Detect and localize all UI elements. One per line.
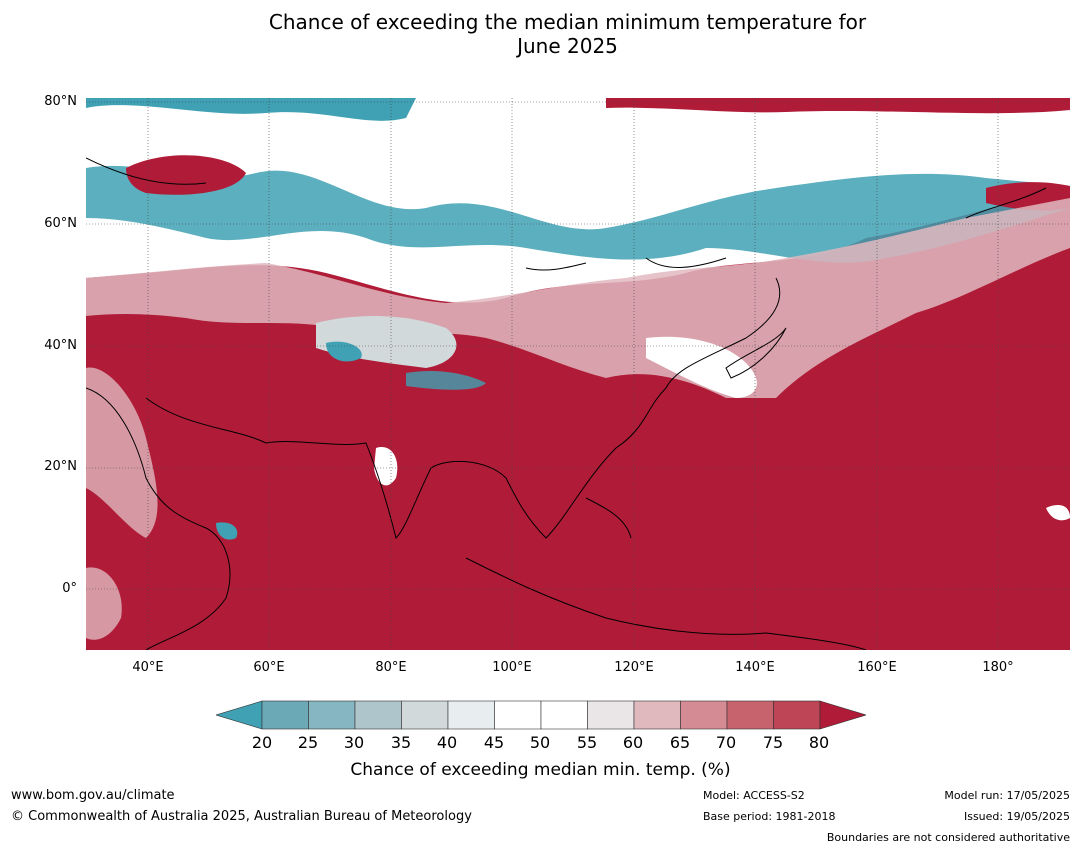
title-line-1: Chance of exceeding the median minimum t… — [268, 10, 867, 34]
east-africa-transition — [86, 567, 122, 640]
pacific-neutral-patch — [1046, 505, 1070, 521]
tibet-low — [406, 371, 486, 390]
lon-label-40e: 40°E — [132, 660, 164, 675]
colorbar-tick-20: 20 — [251, 733, 273, 752]
map-svg — [86, 98, 1070, 650]
title-line-2: June 2025 — [517, 34, 618, 58]
lat-label-60n: 60°N — [44, 216, 77, 231]
lon-label-100e: 100°E — [492, 660, 532, 675]
colorbar-bin-7 — [587, 700, 635, 730]
colorbar-tick-75: 75 — [762, 733, 784, 752]
colorbar-label: Chance of exceeding median min. temp. (%… — [350, 760, 731, 780]
colorbar-bin-3 — [401, 700, 449, 730]
lon-label-120e: 120°E — [614, 660, 654, 675]
base-period: Base period: 1981-2018 — [703, 810, 836, 823]
korea-japan-neutral — [646, 336, 757, 398]
arabia-transition — [86, 367, 158, 538]
probability-map — [86, 98, 1070, 650]
colorbar-tick-35: 35 — [390, 733, 412, 752]
issued-date: Issued: 19/05/2025 — [963, 810, 1070, 823]
colorbar-tick-45: 45 — [483, 733, 505, 752]
lon-label-80e: 80°E — [375, 660, 407, 675]
colorbar-tick-30: 30 — [343, 733, 365, 752]
colorbar-tick-40: 40 — [436, 733, 458, 752]
map-title: Chance of exceeding the median minimum t… — [0, 10, 1081, 58]
lon-label-140e: 140°E — [735, 660, 775, 675]
colorbar — [214, 700, 868, 730]
coastlines — [86, 157, 1047, 650]
boundary-disclaimer: Boundaries are not considered authoritat… — [826, 831, 1070, 844]
lat-label-40n: 40°N — [44, 338, 77, 353]
lat-label-20n: 20°N — [44, 459, 77, 474]
colorbar-tick-55: 55 — [576, 733, 598, 752]
central-asia-low — [326, 341, 362, 362]
transition-band — [86, 198, 1070, 398]
lat-label-80n: 80°N — [44, 94, 77, 109]
colorbar-bin-11 — [773, 700, 821, 730]
copyright-text: © Commonwealth of Australia 2025, Austra… — [11, 809, 472, 824]
siberia-low-probability — [86, 165, 1070, 263]
colorbar-bin-2 — [354, 700, 402, 730]
colorbar-bin-4 — [447, 700, 495, 730]
india-neutral-patch — [374, 447, 398, 486]
lon-label-60e: 60°E — [253, 660, 285, 675]
lat-label-0: 0° — [62, 581, 77, 596]
colorbar-tick-70: 70 — [715, 733, 737, 752]
somalia-low-patch — [216, 522, 238, 540]
gridlines — [86, 98, 1070, 650]
colorbar-bin-8 — [633, 700, 681, 730]
lon-label-180: 180° — [982, 660, 1014, 675]
colorbar-tick-65: 65 — [669, 733, 691, 752]
colorbar-tick-25: 25 — [297, 733, 319, 752]
colorbar-tick-60: 60 — [622, 733, 644, 752]
model-name: Model: ACCESS-S2 — [703, 789, 805, 802]
scandinavia-high-probability — [126, 155, 246, 195]
model-run-date: Model run: 17/05/2025 — [944, 789, 1070, 802]
colorbar-bin-6 — [540, 700, 588, 730]
colorbar-below-triangle — [214, 700, 263, 730]
lon-label-160e: 160°E — [857, 660, 897, 675]
colorbar-tick-80: 80 — [808, 733, 830, 752]
colorbar-bin-5 — [494, 700, 542, 730]
colorbar-above-triangle — [819, 700, 868, 730]
website-link[interactable]: www.bom.gov.au/climate — [11, 788, 175, 803]
colorbar-bin-0 — [261, 700, 309, 730]
colorbar-bin-1 — [308, 700, 356, 730]
colorbar-bin-9 — [680, 700, 728, 730]
colorbar-tick-50: 50 — [529, 733, 551, 752]
colorbar-bin-10 — [726, 700, 774, 730]
colorbar-svg — [214, 700, 868, 730]
arctic-low-probability — [86, 98, 416, 121]
